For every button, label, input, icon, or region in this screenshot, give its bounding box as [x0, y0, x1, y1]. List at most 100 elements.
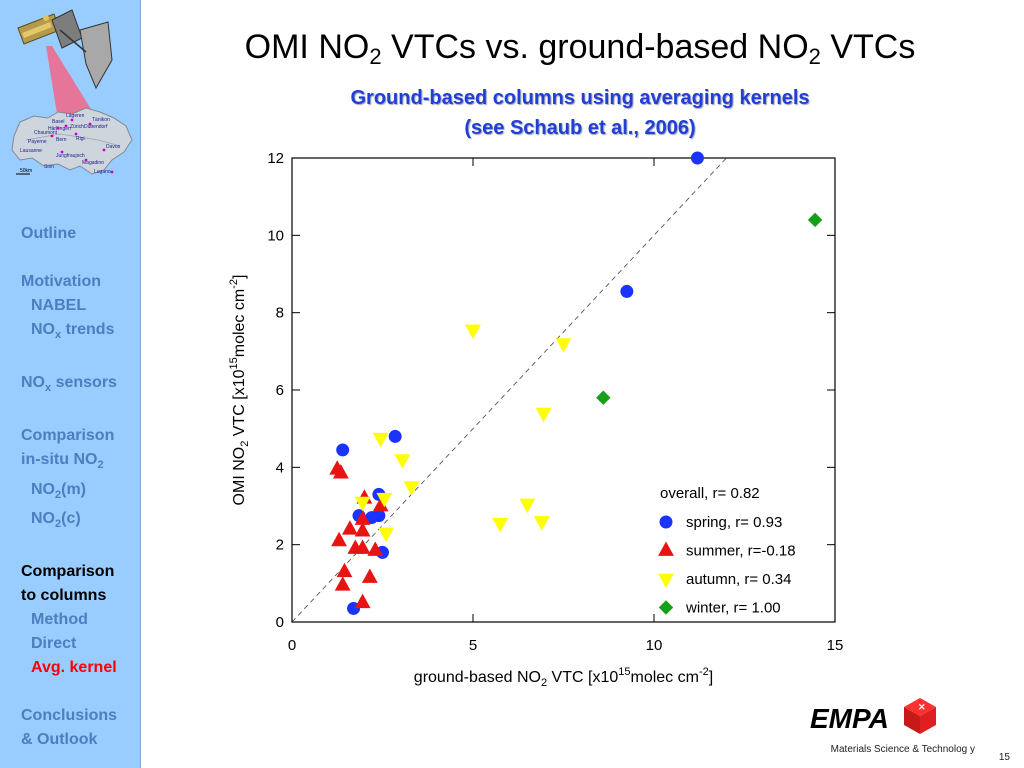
nav-item-no-trends[interactable]: NOx trends	[31, 321, 115, 342]
y-tick-label: 12	[267, 150, 284, 167]
summer-point	[334, 576, 351, 591]
sidebar: Lägeren Tänikon Basel Dübendorf Härkinge…	[0, 0, 141, 768]
summer-point	[342, 520, 358, 535]
subtitle-line-1: Ground-based columns using averaging ker…	[350, 87, 810, 109]
spring-point	[620, 284, 634, 298]
sensor-beam	[46, 46, 94, 120]
spring-point	[388, 429, 402, 443]
legend-marker-summer	[658, 541, 674, 556]
map-label-tanikon: Tänikon	[92, 117, 110, 123]
x-tick-label: 5	[469, 637, 477, 654]
x-tick-label: 15	[827, 637, 844, 654]
summer-point	[361, 568, 378, 583]
autumn-point	[535, 407, 552, 423]
y-tick-label: 6	[276, 382, 284, 399]
summer-point	[354, 539, 371, 554]
spring-point	[690, 151, 704, 165]
slide-title: OMI NO2 VTCs vs. ground-based NO2 VTCs	[244, 28, 916, 69]
summer-point	[331, 531, 347, 547]
nav-item-avg-kernel[interactable]: Avg. kernel	[31, 658, 117, 676]
legend-label-winter: winter, r= 1.00	[685, 600, 781, 617]
legend-marker-spring	[659, 515, 673, 529]
summer-point	[336, 562, 353, 578]
nav-item-comparison[interactable]: Comparison	[21, 427, 115, 445]
legend-header: overall, r= 0.82	[660, 485, 760, 502]
map-label-zurich: Zürich	[70, 124, 84, 130]
autumn-point	[354, 496, 371, 512]
nav-item-no-c[interactable]: NO2(c)	[31, 509, 81, 530]
svg-text:✕: ✕	[918, 702, 926, 712]
map-label-jungfraujoch: Jungfraujoch	[56, 153, 85, 159]
map-label-magadino: Magadino	[82, 160, 104, 166]
autumn-point	[555, 338, 572, 353]
x-axis-label: ground-based NO2​ VTC [x1015​molec cm-2​…	[414, 666, 713, 689]
autumn-point	[372, 432, 389, 448]
summer-point	[372, 497, 389, 512]
y-tick-label: 10	[267, 227, 284, 244]
autumn-point	[533, 516, 550, 531]
autumn-point	[376, 492, 393, 508]
nav-item-to-columns[interactable]: to columns	[21, 586, 107, 604]
autumn-point	[492, 518, 509, 533]
map-label-payerne: Payerne	[28, 139, 47, 145]
satellite-icon	[17, 9, 113, 90]
spring-point	[336, 443, 350, 457]
autumn-point	[378, 527, 395, 543]
subtitle-line-2: (see Schaub et al., 2006)	[464, 117, 696, 139]
nav-item-motivation[interactable]: Motivation	[21, 273, 101, 290]
footer-text: Materials Science & Technolog y	[830, 744, 975, 755]
autumn-point	[465, 324, 481, 340]
nav-item-in-situ-no[interactable]: in-situ NO2	[21, 451, 104, 472]
summer-point	[354, 510, 371, 525]
map-label-sion: Sion	[44, 164, 54, 170]
empa-cube-icon: ✕	[904, 698, 936, 734]
summer-point	[367, 541, 384, 556]
map-label-basel: Basel	[52, 119, 65, 125]
legend-label-summer: summer, r=-0.18	[686, 543, 796, 560]
y-tick-label: 4	[276, 459, 284, 476]
map-label-harkingen: Härkingen	[48, 126, 71, 132]
legend-label-spring: spring, r= 0.93	[686, 514, 782, 531]
summer-point	[354, 593, 371, 609]
map-label-chaumont: Chaumont	[34, 130, 58, 136]
map-label-lugano: Lugano	[94, 169, 111, 175]
nav-item-no-m[interactable]: NO2(m)	[31, 480, 87, 501]
outline-nav: Outline Motivation NABEL NOx trends NOx sens…	[21, 222, 139, 752]
nav-item-comparison[interactable]: Comparison	[21, 562, 115, 580]
nav-item-direct[interactable]: Direct	[31, 634, 77, 652]
slide-subtitle: Ground-based columns using averaging ker…	[150, 83, 1010, 143]
legend-marker-winter	[658, 600, 674, 615]
legend-label-autumn: autumn, r= 0.34	[686, 571, 791, 588]
y-tick-label: 0	[276, 614, 284, 631]
scatter-chart: 0 5 10 15 0 2 4 6 8 10 12 ground-based NO2​ VTC [x1…	[228, 150, 844, 689]
nav-item-outline[interactable]: Outline	[21, 225, 77, 242]
y-tick-label: 8	[276, 305, 284, 322]
switzerland-map	[11, 107, 133, 175]
map-label-lausanne: Lausanne	[20, 148, 42, 154]
autumn-point	[519, 498, 536, 514]
winter-point	[596, 390, 611, 405]
map-label-dubendorf: Dübendorf	[84, 124, 108, 130]
autumn-point	[403, 481, 420, 496]
summer-point	[332, 464, 349, 479]
one-to-one-line	[291, 157, 727, 623]
nav-item-conclusions[interactable]: Conclusions	[21, 706, 118, 724]
x-tick-label: 0	[288, 637, 296, 654]
map-scale-label: 50km	[20, 168, 32, 174]
map-label-bern: Bern	[56, 137, 67, 143]
page-number: 15	[998, 752, 1010, 763]
nav-item-no-sensors[interactable]: NOx sensors	[21, 374, 117, 395]
map-label-rigi: Rigi	[76, 136, 85, 142]
spring-point	[365, 511, 379, 525]
y-tick-label: 2	[276, 537, 284, 554]
map-label-davos: Davos	[106, 144, 121, 150]
nav-item-method[interactable]: Method	[31, 610, 88, 628]
y-axis-label: OMI NO2​ VTC [x1015​molec cm-2​]	[228, 275, 251, 506]
autumn-point	[394, 454, 411, 469]
x-tick-label: 10	[646, 637, 663, 654]
nav-item-outlook[interactable]: & Outlook	[21, 730, 98, 748]
map-label-lageren: Lägeren	[66, 113, 85, 119]
legend-marker-autumn	[658, 573, 674, 588]
nav-item-nabel[interactable]: NABEL	[31, 297, 87, 314]
satellite-map-illustration: Lägeren Tänikon Basel Dübendorf Härkinge…	[11, 9, 133, 175]
